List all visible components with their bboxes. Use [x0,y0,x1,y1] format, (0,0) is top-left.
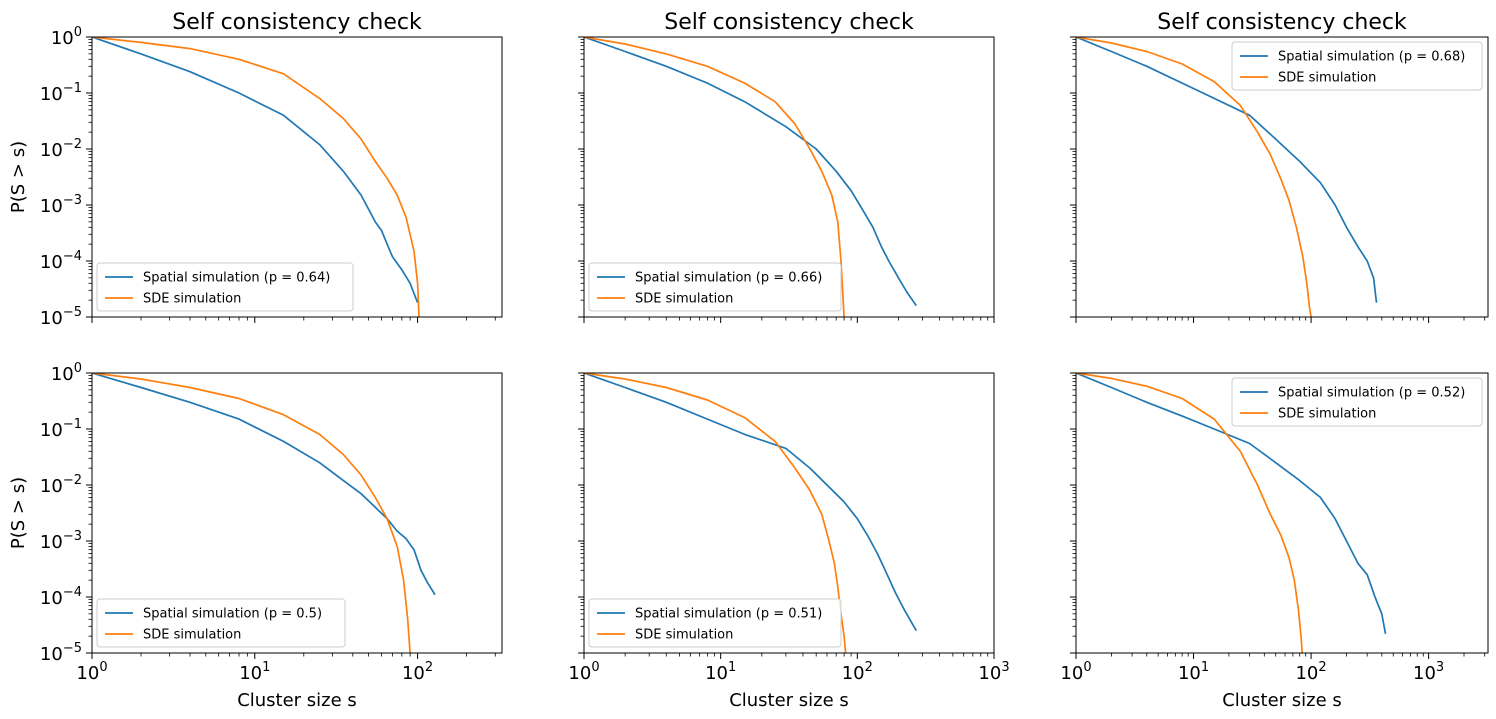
legend-box [96,262,354,312]
chart-panel-6: 100 101 102 103 Cluster size s Spatial simula… [1060,372,1489,711]
x-axis-label: Cluster size s [729,690,849,711]
legend-entry: Spatial simulation (p = 0.5) [143,607,322,622]
chart-panel-2: Self consistency check Spatial simulation… [578,10,995,323]
series-line-spatial [92,373,436,596]
chart-panel-3: Self consistency check Spatial simulation… [1070,10,1489,323]
y-tick-label: 10−1 [40,81,82,105]
legend-entry: Spatial simulation (p = 0.52) [1278,386,1465,401]
chart-title: Self consistency check [172,10,422,35]
legend: Spatial simulation (p = 0.52) SDE simulat… [1231,377,1483,427]
legend-entry: Spatial simulation (p = 0.68) [1278,50,1465,65]
legend: Spatial simulation (p = 0.68) SDE simulat… [1231,41,1483,91]
y-tick-label: 100 [51,25,82,49]
y-tick-label: 100 [51,361,82,385]
legend-box [96,598,346,648]
y-tick-label: 10−3 [40,193,82,217]
legend-box [588,598,842,648]
legend: Spatial simulation (p = 0.64) SDE simulat… [96,262,354,312]
x-tick-label: 100 [76,660,107,684]
x-tick-label: 101 [239,660,270,684]
y-tick-label: 10−4 [40,249,82,273]
y-tick-label: 10−4 [40,585,82,609]
legend-entry: Spatial simulation (p = 0.51) [635,607,822,622]
axes-frame [1075,372,1489,654]
series-line-spatial [584,37,917,307]
series-line-sde [1076,373,1304,653]
series-line-sde [92,373,411,653]
legend-entry: SDE simulation [1278,71,1376,86]
y-tick-label: 10−3 [40,529,82,553]
y-tick-label: 10−5 [40,641,82,665]
y-tick-label: 10−5 [40,305,82,329]
legend-box [1231,377,1483,427]
y-axis-label: P(S > s) [8,477,29,549]
series-line-spatial [1076,37,1378,303]
x-axis-label: Cluster size s [237,690,357,711]
axes-frame [91,372,503,654]
legend: Spatial simulation (p = 0.51) SDE simulat… [588,598,842,648]
legend-entry: SDE simulation [1278,407,1376,422]
axes-frame [583,36,995,318]
legend: Spatial simulation (p = 0.5) SDE simulati… [96,598,346,648]
y-axis-label: P(S > s) [8,141,29,213]
series-line-spatial [1076,373,1387,634]
series-line-sde [584,37,845,317]
series-line-sde [92,37,420,317]
x-tick-label: 101 [1178,660,1209,684]
legend-entry: Spatial simulation (p = 0.66) [635,271,822,286]
chart-title: Self consistency check [1157,10,1407,35]
chart-panel-4: 100 101 102 100 10−1 10−2 10−3 10−4 10−5 Cluster … [8,361,503,711]
x-tick-label: 103 [978,660,1009,684]
y-tick-label: 10−2 [40,137,82,161]
legend: Spatial simulation (p = 0.66) SDE simulat… [588,262,842,312]
legend-box [588,262,842,312]
y-tick-label: 10−2 [40,473,82,497]
legend-entry: SDE simulation [143,292,241,307]
x-tick-label: 101 [705,660,736,684]
axes-frame [583,372,995,654]
axes-frame [1075,36,1489,318]
x-tick-label: 102 [402,660,433,684]
x-tick-label: 100 [1060,660,1091,684]
x-tick-label: 102 [842,660,873,684]
chart-title: Self consistency check [664,10,914,35]
chart-panel-1: 100 10−1 10−2 10−3 10−4 10−5 Self consistency … [8,10,503,329]
series-line-sde [1076,37,1312,317]
x-tick-label: 100 [568,660,599,684]
legend-entry: Spatial simulation (p = 0.64) [143,271,330,286]
chart-panel-5: 100 101 102 103 Cluster size s Spatial simula… [568,372,1010,711]
x-tick-label: 103 [1413,660,1444,684]
legend-box [1231,41,1483,91]
axes-frame [91,36,503,318]
x-axis-label: Cluster size s [1222,690,1342,711]
y-tick-label: 10−1 [40,417,82,441]
series-line-spatial [584,373,918,632]
legend-entry: SDE simulation [143,628,241,643]
x-tick-label: 102 [1295,660,1326,684]
series-line-spatial [92,37,419,304]
legend-entry: SDE simulation [635,628,733,643]
legend-entry: SDE simulation [635,292,733,307]
